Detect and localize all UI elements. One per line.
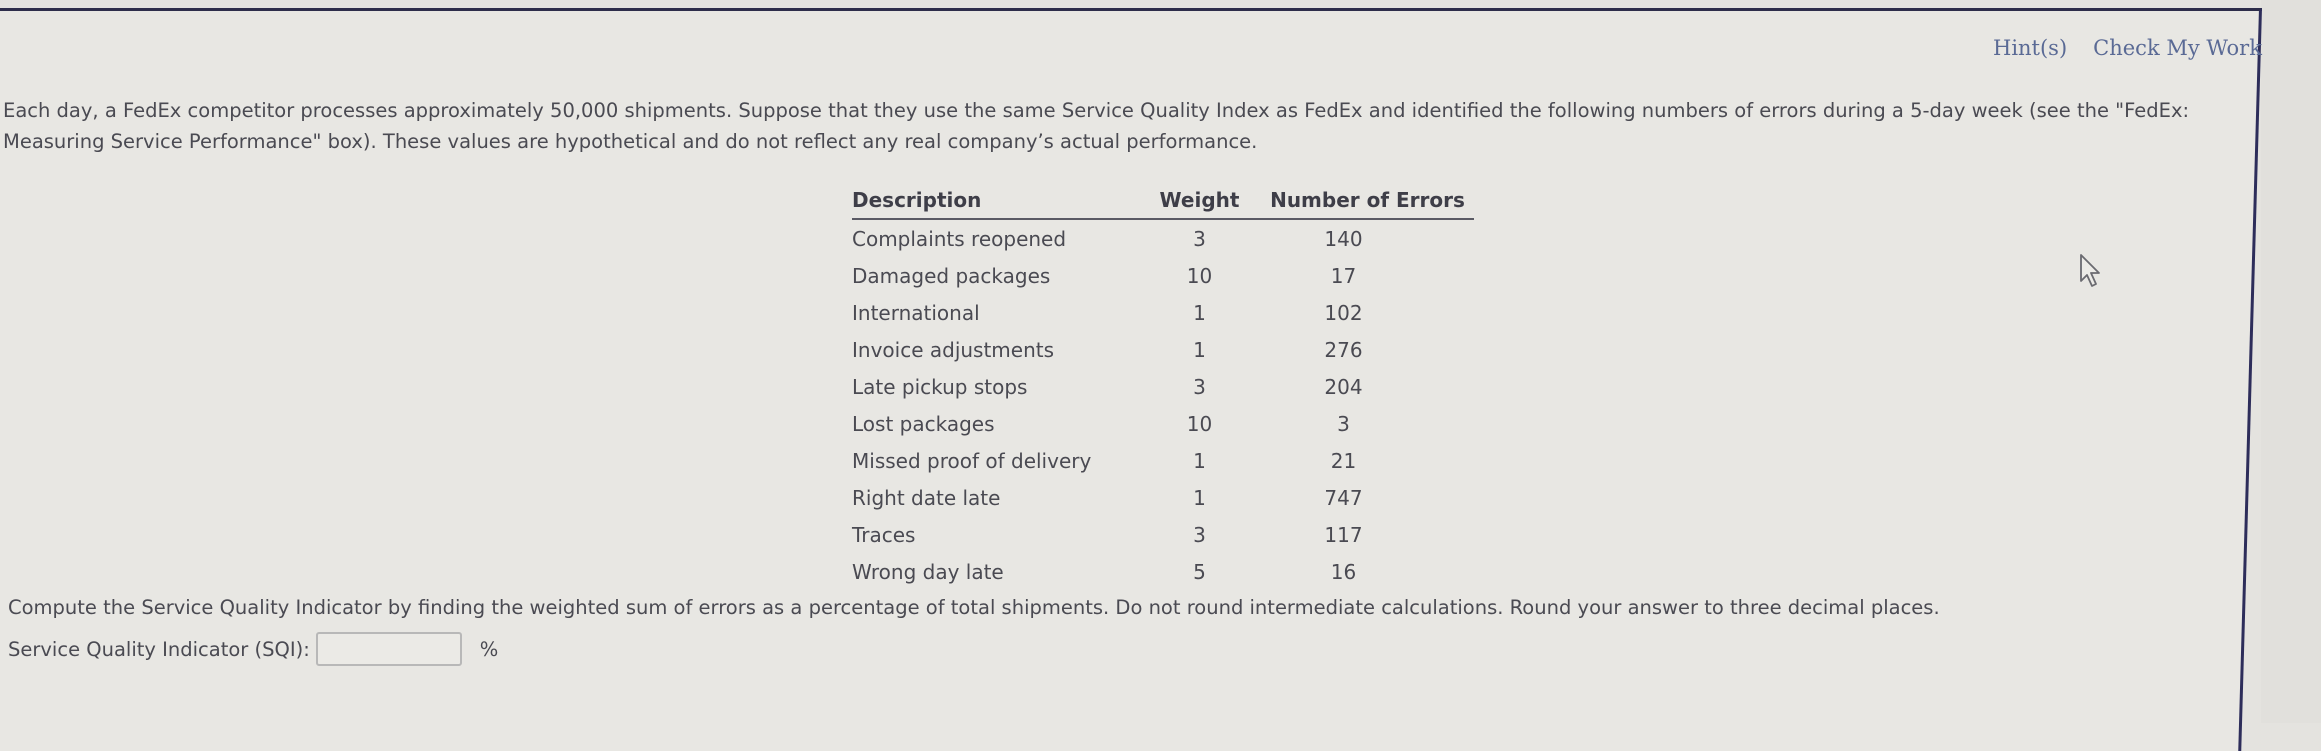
table-row: Complaints reopened 3 140 (852, 219, 1474, 257)
row-weight: 1 (1193, 448, 1206, 473)
row-weight: 1 (1193, 337, 1206, 362)
row-description: Damaged packages (852, 263, 1051, 288)
row-errors: 102 (1324, 300, 1363, 325)
hints-link[interactable]: Hint(s) (1993, 36, 2068, 60)
check-my-work-link[interactable]: Check My Work (2093, 36, 2262, 60)
row-weight: 10 (1186, 263, 1213, 288)
table-row: Missed proof of delivery 1 21 (852, 442, 1474, 479)
row-description: Complaints reopened (852, 226, 1067, 251)
mouse-pointer-icon (2080, 254, 2100, 287)
sqi-input[interactable] (315, 632, 462, 666)
percent-unit: % (479, 637, 499, 661)
row-weight: 5 (1193, 559, 1206, 584)
errors-table-container: Description Weight Number of Errors Comp… (852, 182, 1474, 590)
sqi-answer-row: Service Quality Indicator (SQI): % (8, 632, 498, 666)
table-row: Wrong day late 5 16 (852, 553, 1474, 590)
row-description: Lost packages (852, 411, 995, 436)
instruction-text: Compute the Service Quality Indicator by… (8, 596, 1940, 619)
header-weight: Weight (1148, 182, 1251, 220)
table-row: Traces 3 117 (852, 516, 1474, 553)
table-header-row: Description Weight Number of Errors (852, 182, 1474, 220)
row-weight: 1 (1193, 485, 1206, 510)
row-errors: 117 (1324, 522, 1363, 547)
row-weight: 3 (1193, 522, 1206, 547)
sqi-label: Service Quality Indicator (SQI): (8, 637, 310, 661)
outer-background (2261, 0, 2321, 723)
row-description: Missed proof of delivery (852, 448, 1092, 473)
row-description: Traces (852, 522, 916, 547)
row-errors: 17 (1330, 263, 1357, 288)
row-description: International (852, 300, 980, 325)
table-row: Invoice adjustments 1 276 (852, 331, 1474, 368)
table-row: International 1 102 (852, 294, 1474, 331)
row-description: Right date late (852, 485, 1001, 510)
row-description: Invoice adjustments (852, 337, 1055, 362)
problem-toolbar: Hint(s) Check My Work (1993, 36, 2262, 60)
problem-intro-text: Each day, a FedEx competitor processes a… (3, 99, 2190, 153)
header-description: Description (852, 182, 1148, 220)
row-weight: 1 (1193, 300, 1206, 325)
row-weight: 10 (1186, 411, 1213, 436)
table-row: Right date late 1 747 (852, 479, 1474, 516)
row-errors: 16 (1330, 559, 1357, 584)
table-row: Damaged packages 10 17 (852, 257, 1474, 294)
row-errors: 140 (1324, 226, 1363, 251)
row-weight: 3 (1193, 374, 1206, 399)
table-row: Late pickup stops 3 204 (852, 368, 1474, 405)
row-weight: 3 (1193, 226, 1206, 251)
table-row: Lost packages 10 3 (852, 405, 1474, 442)
row-errors: 747 (1324, 485, 1363, 510)
row-errors: 3 (1337, 411, 1350, 436)
header-errors: Number of Errors (1251, 182, 1474, 220)
row-errors: 21 (1330, 448, 1357, 473)
row-description: Late pickup stops (852, 374, 1028, 399)
row-description: Wrong day late (852, 559, 1004, 584)
row-errors: 276 (1324, 337, 1363, 362)
errors-table: Description Weight Number of Errors Comp… (852, 182, 1474, 590)
row-errors: 204 (1324, 374, 1363, 399)
